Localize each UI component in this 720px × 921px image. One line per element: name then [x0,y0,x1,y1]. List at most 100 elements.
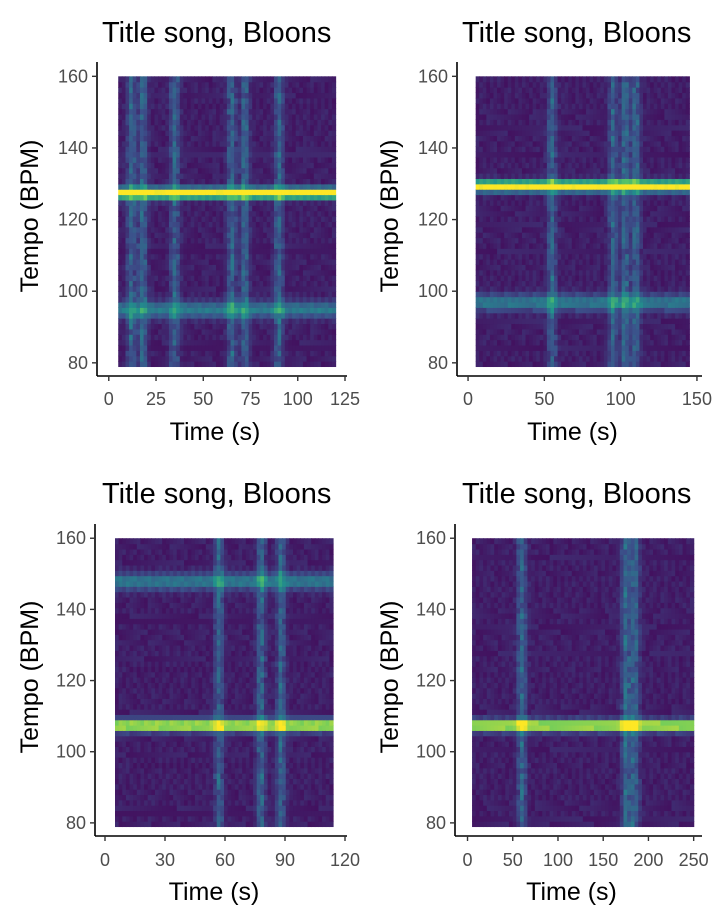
heatmap-cell [317,312,322,319]
heatmap-cell [539,162,544,169]
heatmap-cell [234,275,239,282]
heatmap-cell [143,301,148,308]
heatmap-cell [197,275,203,282]
heatmap-cell [259,205,264,212]
heatmap-cell [118,87,123,94]
heatmap-cell [245,108,250,115]
heatmap-cell [255,280,261,287]
heatmap-cell [328,307,333,314]
heatmap-cell [273,140,279,147]
heatmap-cell [252,307,257,314]
heatmap-cell [582,140,587,147]
heatmap-cell [154,103,159,110]
heatmap-cell [143,81,148,88]
heatmap-cell [281,237,286,244]
heatmap-cell [288,167,293,174]
heatmap-cell [223,344,228,351]
heatmap-cell [546,194,552,201]
heatmap-cell [273,173,279,179]
heatmap-cell [482,296,487,303]
heatmap-cell [575,151,580,158]
heatmap-cell [245,301,250,308]
heatmap-cell [306,296,311,303]
heatmap-cell [475,334,480,341]
heatmap-cell [511,81,516,88]
heatmap-cell [118,344,123,351]
heatmap-cell [205,221,210,228]
heatmap-cell [486,318,491,325]
heatmap-cell [150,108,156,115]
heatmap-cell [139,350,145,357]
heatmap-cell [168,285,174,292]
heatmap-cell [497,151,502,158]
heatmap-cell [525,291,530,298]
heatmap-cell [571,361,576,368]
heatmap-cell [331,92,337,99]
heatmap-cell [216,173,221,179]
heatmap-cell [252,248,257,255]
heatmap-cell [226,156,232,163]
heatmap-cell [554,162,559,169]
heatmap-cell [532,248,537,255]
heatmap-cell [125,162,130,169]
heatmap-cell [190,135,195,142]
heatmap-cell [212,216,217,222]
heatmap-cell [190,269,195,276]
heatmap-cell [571,97,576,104]
heatmap-cell [172,189,177,196]
heatmap-cell [168,189,174,196]
heatmap-cell [121,344,127,351]
heatmap-cell [158,178,163,185]
heatmap-cell [252,269,257,276]
heatmap-cell [313,242,319,249]
heatmap-cell [486,232,491,239]
heatmap-cell [248,87,253,94]
heatmap-cell [568,269,573,276]
heatmap-cell [295,344,300,351]
heatmap-cell [288,183,293,190]
heatmap-cell [489,232,495,239]
heatmap-cell [317,140,322,147]
heatmap-cell [546,275,552,282]
heatmap-cell [129,119,134,126]
heatmap-cell [219,119,224,126]
heatmap-cell [482,113,487,120]
heatmap-cell [284,226,290,233]
heatmap-cell [161,318,166,325]
heatmap-cell [529,312,534,319]
heatmap-cell [194,146,199,153]
heatmap-cell [226,178,232,185]
heatmap-cell [557,296,562,303]
heatmap-cell [578,355,584,362]
heatmap-cell [216,156,221,163]
heatmap-cell [539,242,544,249]
heatmap-cell [212,183,217,190]
heatmap-cell [158,87,163,94]
heatmap-cell [310,237,315,244]
heatmap-cell [504,242,509,249]
heatmap-cell [321,328,326,335]
heatmap-cell [539,221,544,228]
heatmap-cell [578,232,584,239]
heatmap-cell [226,339,232,346]
heatmap-cell [292,269,297,276]
heatmap-cell [212,301,217,308]
heatmap-cell [564,103,569,110]
heatmap-cell [201,140,206,147]
heatmap-cell [328,199,333,206]
heatmap-cell [252,199,257,206]
heatmap-cell [121,237,127,244]
heatmap-cell [277,216,282,222]
heatmap-cell [504,334,509,341]
heatmap-cell [212,253,217,260]
heatmap-cell [281,323,286,330]
heatmap-cell [507,183,512,190]
heatmap-cell [194,156,199,163]
heatmap-cell [317,307,322,314]
heatmap-cell [168,301,174,308]
heatmap-cell [172,339,177,346]
heatmap-cell [482,81,487,88]
heatmap-cell [324,183,329,190]
heatmap-cell [194,344,199,351]
heatmap-cell [245,318,250,325]
